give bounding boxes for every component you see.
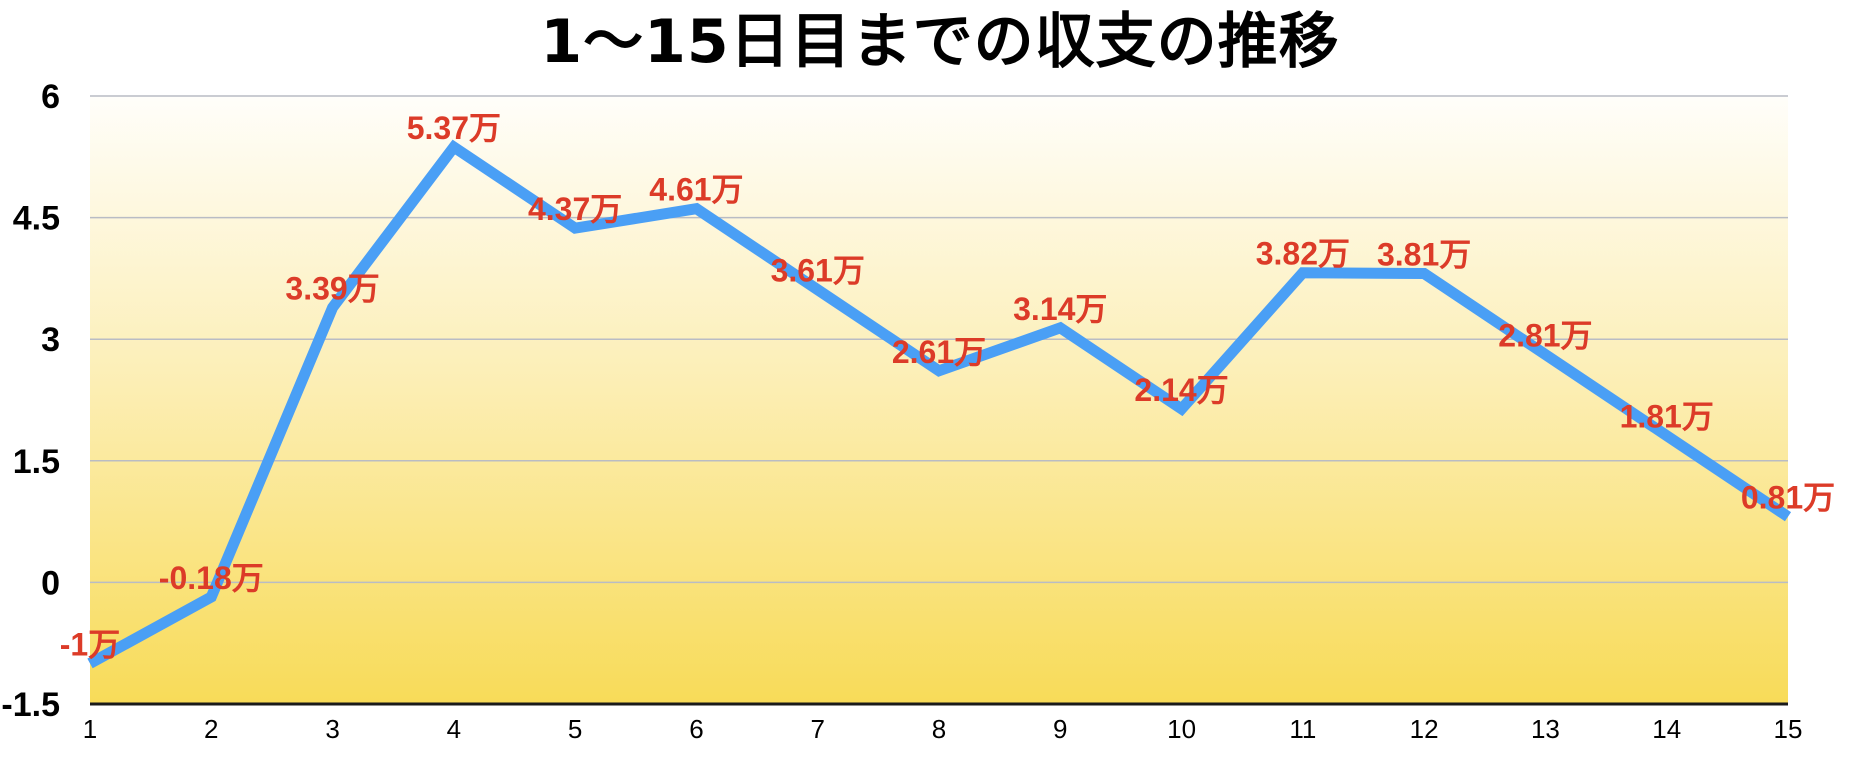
data-label: 2.14万: [1134, 372, 1228, 408]
data-label: 3.61万: [771, 253, 865, 289]
data-label: 2.81万: [1498, 318, 1592, 354]
data-label: 0.81万: [1741, 480, 1835, 516]
series-line: [87, 139, 1792, 669]
y-tick-label: 4.5: [13, 200, 60, 238]
y-tick-label: 1.5: [13, 443, 60, 481]
data-label: 4.37万: [528, 191, 622, 227]
chart-title: 1〜15日目までの収支の推移: [540, 7, 1340, 77]
y-tick-label: 0: [41, 564, 60, 602]
x-axis-ticks: 1 2 3 4 5 6 7 8 9 10 11 12 13 14 15: [83, 714, 1803, 744]
data-label: 3.14万: [1013, 291, 1107, 327]
x-tick-label: 13: [1531, 714, 1560, 744]
x-tick-label: 14: [1652, 714, 1681, 744]
x-tick-label: 11: [1289, 714, 1316, 744]
data-label: -1万: [60, 626, 120, 662]
y-tick-label: 6: [41, 78, 60, 116]
data-label: 1.81万: [1620, 399, 1714, 435]
data-label: 3.39万: [285, 271, 379, 307]
x-tick-label: 7: [810, 714, 824, 744]
y-tick-label: -1.5: [1, 686, 60, 724]
data-label: 4.61万: [649, 172, 743, 208]
data-label: 2.61万: [892, 334, 986, 370]
gridlines: [90, 95, 1788, 584]
data-label: 5.37万: [407, 110, 501, 146]
data-labels: -1万 -0.18万 3.39万 5.37万 4.37万 4.61万 3.61万 2.61万 3…: [60, 110, 1835, 662]
x-tick-label: 1: [83, 714, 97, 744]
plot-background: [90, 96, 1788, 704]
y-tick-label: 3: [41, 321, 60, 359]
x-tick-label: 6: [689, 714, 703, 744]
x-tick-label: 2: [204, 714, 218, 744]
x-tick-label: 15: [1774, 714, 1803, 744]
x-tick-label: 4: [447, 714, 461, 744]
data-label: -0.18万: [159, 560, 264, 596]
y-axis-ticks: 6 4.5 3 1.5 0 -1.5: [1, 78, 60, 724]
x-tick-label: 5: [568, 714, 582, 744]
x-tick-label: 10: [1167, 714, 1196, 744]
data-label: 3.82万: [1256, 236, 1350, 272]
data-label: 3.81万: [1377, 237, 1471, 273]
x-tick-label: 12: [1410, 714, 1439, 744]
x-tick-label: 3: [325, 714, 339, 744]
x-tick-label: 8: [932, 714, 946, 744]
x-tick-label: 9: [1053, 714, 1067, 744]
